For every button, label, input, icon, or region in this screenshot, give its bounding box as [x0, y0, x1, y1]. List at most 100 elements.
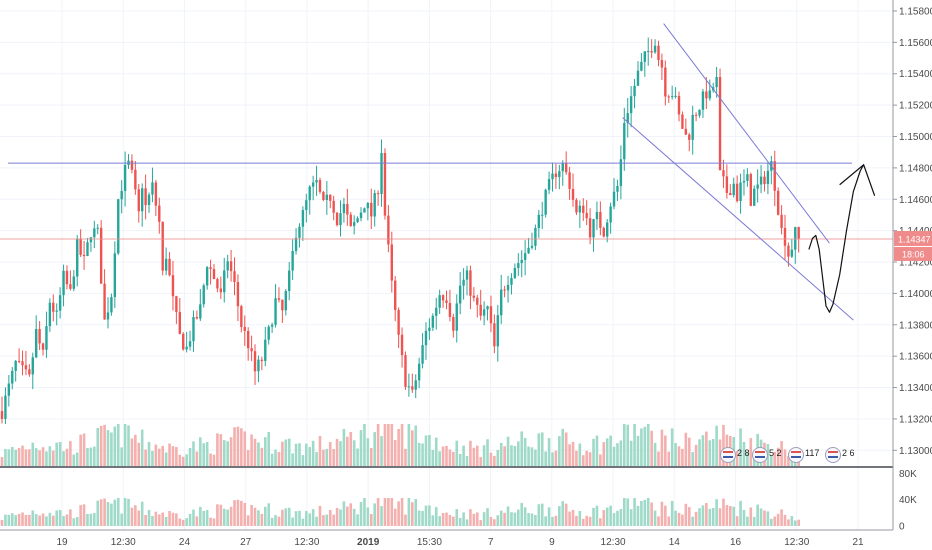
candle-body — [486, 306, 489, 310]
candle-body — [582, 205, 585, 213]
candle-body — [394, 280, 397, 311]
indicator-bar — [749, 507, 753, 526]
indicator-bar — [612, 513, 616, 526]
volume-bar — [82, 433, 86, 466]
indicator-bar — [783, 514, 787, 526]
volume-bar — [93, 446, 96, 466]
indicator-bar — [226, 509, 229, 526]
indicator-bar — [147, 510, 151, 526]
candle-body — [742, 180, 746, 183]
indicator-bar — [431, 515, 435, 526]
economic-event-1[interactable]: 2 8 — [720, 447, 750, 463]
volume-bar — [305, 443, 308, 466]
volume-bar — [339, 441, 342, 466]
candle-body — [0, 411, 4, 419]
forecast-drawing[interactable] — [808, 164, 865, 313]
drawings[interactable] — [0, 23, 893, 321]
candle-body — [571, 188, 575, 200]
candle-body — [681, 114, 684, 129]
volume-bar — [585, 450, 588, 466]
volume-bar — [178, 454, 182, 466]
volume-bar — [653, 442, 657, 466]
indicator-bar — [366, 507, 370, 526]
indicator-bar — [527, 513, 530, 526]
candle-body — [698, 109, 701, 116]
candle-body — [537, 214, 541, 229]
candle-body — [117, 199, 120, 254]
volume-bar — [34, 448, 38, 466]
candle-body — [790, 249, 794, 257]
candle-body — [387, 215, 390, 245]
x-tick-label: 24 — [179, 537, 191, 548]
volume-bar — [298, 443, 301, 466]
volume-bar — [199, 437, 202, 466]
candle-body — [195, 317, 199, 319]
indicator-bar — [650, 502, 653, 526]
volume-bar — [705, 431, 708, 466]
volume-bar — [554, 450, 558, 466]
candle-body — [530, 245, 534, 248]
candle-body — [52, 302, 55, 312]
candle-body — [325, 194, 329, 200]
candle-body — [462, 279, 465, 286]
volume-bar — [698, 439, 701, 466]
candle-body — [89, 237, 93, 243]
candle-body — [739, 182, 742, 202]
indicator-bar — [578, 510, 582, 526]
volume-bar — [233, 427, 236, 466]
candle-body — [65, 270, 69, 285]
volume-bar — [134, 434, 137, 466]
volume-bar — [783, 449, 787, 466]
y-tick-label: 1.14800 — [899, 163, 932, 174]
volume-bar — [787, 456, 790, 466]
forecast-arrowhead[interactable] — [839, 163, 876, 196]
volume-bar — [650, 430, 653, 466]
volume-bar — [670, 428, 674, 466]
channel-lower-line[interactable] — [622, 117, 854, 321]
volume-bar — [144, 449, 147, 466]
volume-bar — [332, 449, 335, 466]
candle-body — [708, 90, 711, 99]
indicator-bar — [568, 511, 571, 526]
candle-body — [609, 206, 612, 223]
candle-body — [318, 180, 322, 192]
x-tick-label: 12:30 — [784, 537, 809, 548]
indicator-bar — [759, 508, 763, 526]
indicator-bar — [328, 509, 332, 526]
volume-bar — [506, 436, 510, 466]
volume-bar — [185, 454, 188, 466]
volume-bar — [366, 438, 370, 466]
candle-body — [677, 95, 681, 115]
candle-body — [11, 370, 14, 384]
channel-upper-line[interactable] — [663, 23, 830, 244]
indicator-bar — [455, 509, 459, 526]
volume-bar — [742, 441, 746, 466]
economic-event-2[interactable]: 5 2 — [752, 447, 782, 463]
economic-event-3[interactable]: 117 — [788, 447, 820, 463]
indicator-bar — [421, 510, 424, 526]
candle-body — [298, 226, 301, 238]
economic-events[interactable]: 2 8 5 2 117 2 6 — [720, 447, 855, 463]
volume-bar — [482, 445, 486, 466]
candle-body — [725, 176, 729, 193]
volume-bar — [462, 445, 465, 466]
volume-bar — [352, 440, 356, 466]
volume-bar — [349, 431, 353, 466]
candle-body — [780, 214, 783, 228]
candle-body — [670, 96, 674, 98]
volume-bar — [687, 437, 691, 466]
volume-bar — [616, 443, 619, 466]
candle-body — [69, 284, 72, 289]
indicator-bar — [369, 513, 373, 526]
indicator-bar — [7, 514, 11, 526]
indicator-bar — [157, 514, 161, 526]
candle-body — [636, 70, 640, 86]
volume-bar — [417, 442, 421, 466]
volume-bar — [537, 433, 541, 466]
volume-bar — [294, 443, 298, 466]
volume-bar — [229, 437, 233, 466]
candle-body — [274, 298, 277, 325]
economic-event-4[interactable]: 2 6 — [825, 447, 855, 463]
indicator-bar — [677, 512, 681, 526]
